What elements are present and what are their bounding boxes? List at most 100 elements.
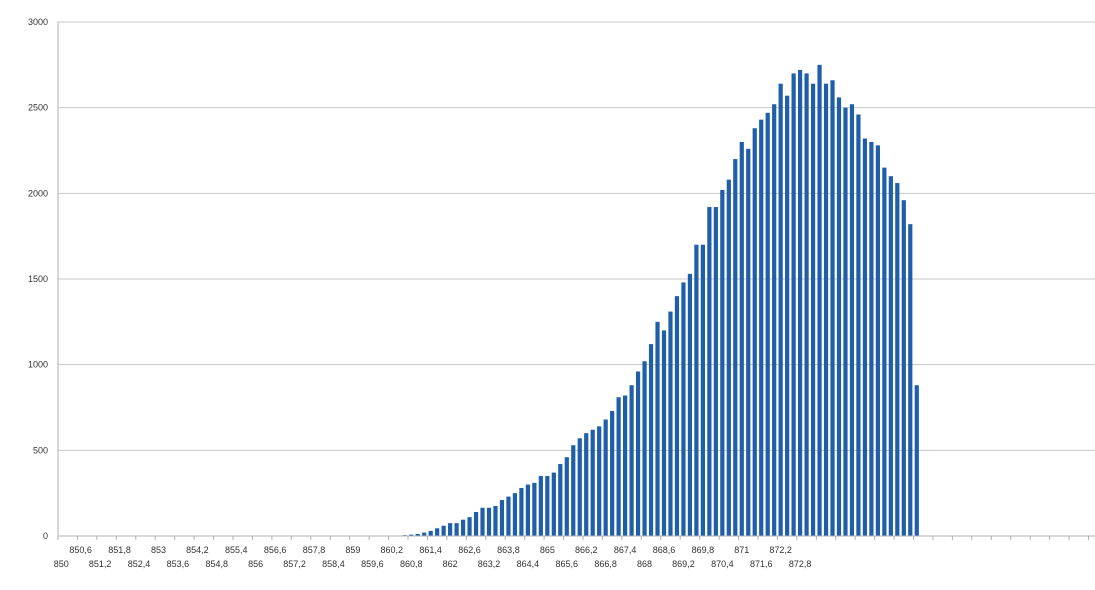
bar bbox=[901, 200, 906, 536]
x-tick-label: 859 bbox=[345, 545, 360, 555]
bar bbox=[908, 224, 913, 537]
x-tick-label: 866,8 bbox=[594, 559, 617, 569]
bar bbox=[694, 244, 699, 537]
y-tick-label: 2500 bbox=[28, 103, 48, 113]
y-tick-label: 1500 bbox=[28, 274, 48, 284]
bar bbox=[817, 64, 822, 536]
x-tick-label: 853 bbox=[151, 545, 166, 555]
bar bbox=[798, 69, 803, 536]
x-tick-label: 869,8 bbox=[692, 545, 715, 555]
x-tick-label: 872,2 bbox=[769, 545, 792, 555]
bar bbox=[519, 488, 524, 536]
bar bbox=[616, 397, 621, 536]
bar bbox=[707, 207, 712, 537]
x-tick-label: 851,2 bbox=[89, 559, 112, 569]
bar bbox=[862, 138, 868, 536]
bar bbox=[409, 534, 414, 536]
bar bbox=[830, 80, 835, 536]
bar bbox=[435, 528, 440, 536]
x-tick-label: 858,4 bbox=[322, 559, 345, 569]
bar bbox=[765, 112, 770, 536]
bar bbox=[778, 83, 783, 537]
x-tick-label: 851,8 bbox=[108, 545, 131, 555]
x-tick-label: 861,4 bbox=[419, 545, 442, 555]
x-tick-label: 856,6 bbox=[264, 545, 287, 555]
x-tick-label: 850 bbox=[54, 559, 69, 569]
bar bbox=[836, 97, 842, 536]
x-tick-label: 865,6 bbox=[556, 559, 579, 569]
bar bbox=[467, 517, 472, 536]
bar bbox=[551, 472, 556, 536]
bar bbox=[895, 183, 900, 537]
bar bbox=[590, 429, 595, 536]
y-tick-label: 500 bbox=[33, 445, 48, 455]
x-tick-label: 857,8 bbox=[303, 545, 326, 555]
x-tick-label: 853,6 bbox=[167, 559, 190, 569]
bar bbox=[785, 95, 790, 537]
bar bbox=[460, 519, 466, 536]
bar bbox=[888, 176, 893, 536]
x-tick-label: 862,6 bbox=[458, 545, 481, 555]
bar bbox=[571, 445, 576, 536]
x-tick-label: 864,4 bbox=[517, 559, 540, 569]
x-tick-label: 856 bbox=[248, 559, 263, 569]
bar bbox=[681, 282, 686, 536]
bar bbox=[655, 321, 660, 536]
x-tick-label: 865 bbox=[540, 545, 555, 555]
gridlines bbox=[58, 21, 1095, 451]
bar bbox=[584, 433, 589, 536]
x-tick-label: 859,6 bbox=[361, 559, 384, 569]
bar bbox=[603, 419, 608, 536]
bar bbox=[810, 83, 816, 537]
bar bbox=[415, 533, 420, 536]
x-tick-label: 867,4 bbox=[614, 545, 637, 555]
bar bbox=[499, 500, 505, 536]
bar bbox=[804, 73, 809, 537]
bar bbox=[726, 179, 731, 536]
x-tick-label: 869,2 bbox=[672, 559, 695, 569]
bar bbox=[629, 385, 634, 536]
bar bbox=[597, 426, 602, 536]
bar bbox=[739, 141, 744, 536]
bar bbox=[759, 119, 764, 536]
bar bbox=[642, 361, 647, 536]
bar bbox=[843, 107, 848, 537]
axes bbox=[57, 22, 1095, 540]
bar bbox=[752, 128, 757, 537]
bar bbox=[532, 482, 537, 536]
x-tick-label: 866,2 bbox=[575, 545, 598, 555]
bar bbox=[914, 385, 919, 536]
bar bbox=[558, 464, 563, 536]
bar bbox=[473, 512, 479, 536]
x-tick-label: 857,2 bbox=[283, 559, 306, 569]
bar bbox=[480, 507, 485, 536]
bar bbox=[875, 145, 880, 537]
x-tick-label: 868,6 bbox=[653, 545, 676, 555]
bar bbox=[610, 410, 615, 536]
bar bbox=[448, 523, 453, 536]
bar bbox=[422, 532, 427, 536]
bar bbox=[454, 523, 459, 536]
bar bbox=[635, 371, 641, 536]
y-tick-label: 3000 bbox=[28, 17, 48, 27]
bar bbox=[525, 484, 530, 536]
x-tick-label: 862 bbox=[443, 559, 458, 569]
x-tick-label: 863,8 bbox=[497, 545, 520, 555]
bar bbox=[506, 496, 511, 536]
bar bbox=[538, 476, 543, 536]
bar bbox=[869, 141, 874, 536]
bar bbox=[428, 530, 433, 536]
bar bbox=[746, 148, 751, 537]
x-tick-label: 852,4 bbox=[128, 559, 151, 569]
bar bbox=[733, 159, 738, 536]
x-tick-label: 855,4 bbox=[225, 545, 248, 555]
bar bbox=[700, 244, 705, 537]
bar bbox=[849, 104, 855, 537]
bar bbox=[687, 273, 693, 536]
x-tick-label: 868 bbox=[637, 559, 652, 569]
x-tick-label: 854,2 bbox=[186, 545, 209, 555]
x-tick-labels: 850,6 851,8 853 854,2 855,4 856,6 857,8 859 860,… bbox=[54, 545, 812, 569]
y-tick-label: 0 bbox=[43, 531, 48, 541]
x-tick-label: 854,8 bbox=[206, 559, 229, 569]
